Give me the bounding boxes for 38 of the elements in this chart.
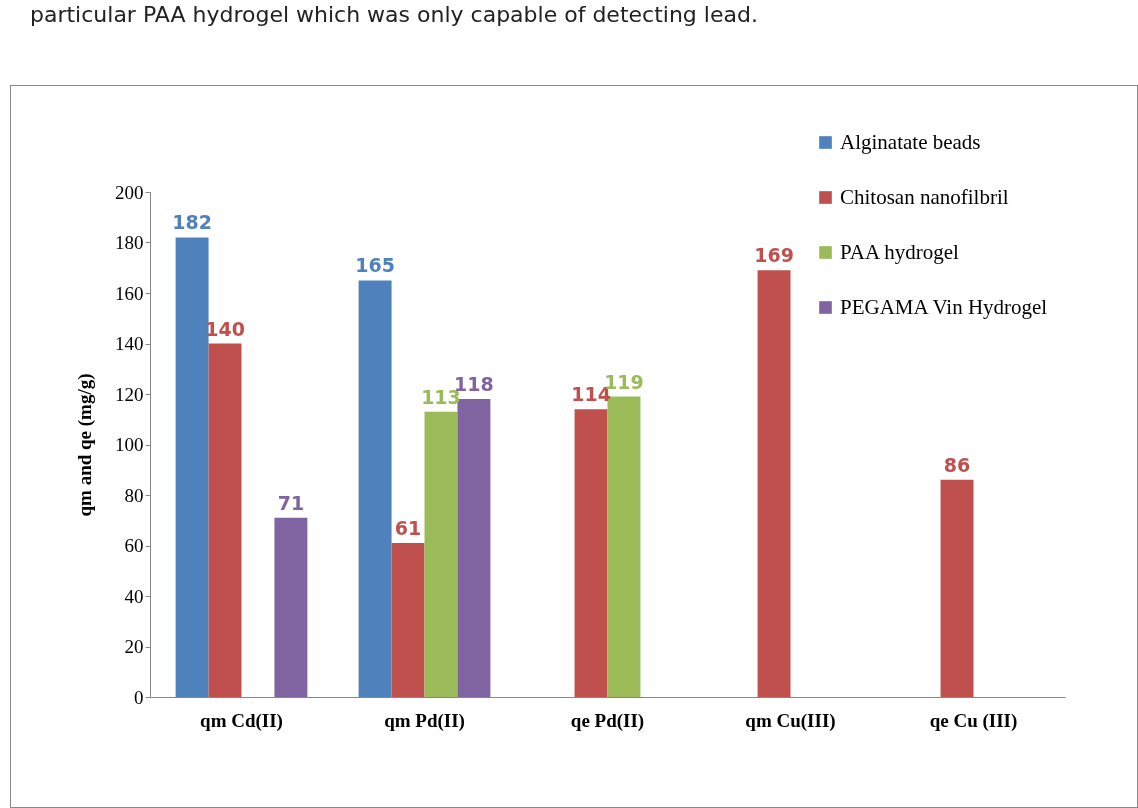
x-tick-label: qm Cu(III) [745,709,836,732]
x-tick-label: qm Cd(II) [200,709,283,732]
bar [457,399,491,697]
bar [175,237,209,697]
x-tick-label: qe Pd(II) [570,709,645,732]
data-label: 169 [754,244,794,267]
data-label: 165 [355,254,395,277]
data-label: 71 [277,491,305,514]
y-tick-label: 60 [124,535,144,556]
x-tick-label: qe Cu (III) [929,709,1018,732]
bar [424,411,458,697]
legend-label: PAA hydrogel [840,239,959,264]
bar [574,409,608,697]
y-tick-label: 40 [124,585,144,607]
bar [358,280,392,697]
y-tick-label: 100 [115,434,144,455]
bar [757,270,791,697]
y-tick-label: 140 [115,333,144,354]
data-label: 61 [394,516,422,539]
y-tick-label: 20 [124,636,144,657]
bar [208,343,242,697]
legend-label: PEGAMA Vin Hydrogel [840,294,1048,319]
data-label: 182 [172,211,212,234]
y-tick-label: 160 [115,282,144,304]
legend-label: Chitosan nanofilbril [840,184,1009,209]
bar [940,479,974,697]
y-tick-label: 200 [115,181,144,203]
y-tick-label: 180 [115,232,144,253]
text: particular PAA hydrogel which was only capable of detecting lead. [30,2,758,27]
data-label: 86 [943,453,971,476]
y-tick-label: 120 [115,383,144,405]
bar [274,517,308,697]
legend-label: Alginatate beads [840,129,981,154]
y-tick-label: 80 [124,484,144,506]
x-tick-label: qm Pd(II) [384,709,465,732]
y-tick-label: 0 [134,686,144,708]
bar [391,542,425,697]
y-axis-title: qm and qe (mg/g) [74,373,96,517]
